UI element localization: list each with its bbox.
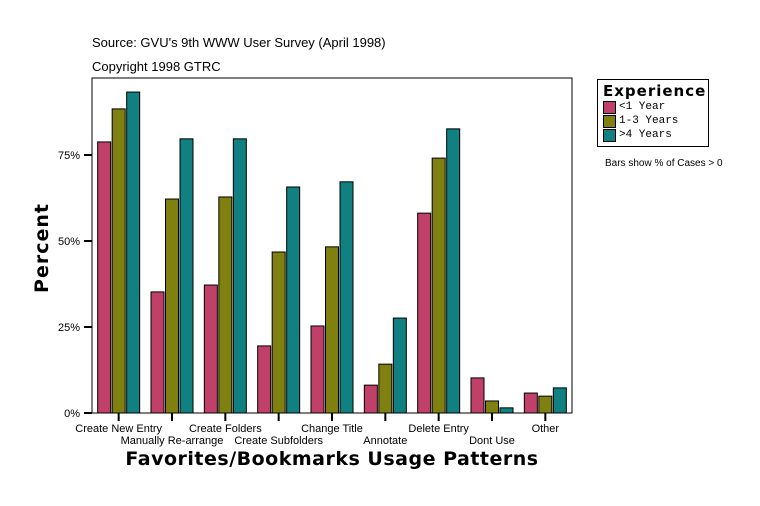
bar <box>339 181 354 414</box>
bar <box>470 377 485 414</box>
bar <box>392 317 407 414</box>
legend-swatch <box>603 100 616 114</box>
x-tick-label: Create Subfolders <box>234 435 323 447</box>
bar <box>203 284 218 414</box>
legend: Experience <1 Year 1-3 Years >4 Years <box>597 79 709 147</box>
bar <box>538 395 553 414</box>
legend-swatch <box>603 128 616 142</box>
y-tick-label: 50% <box>58 236 80 248</box>
x-tick-label: Other <box>532 423 560 435</box>
bar <box>446 128 461 414</box>
x-tick-label: Create Folders <box>189 423 262 435</box>
y-tick-label: 0% <box>64 408 80 420</box>
bar <box>97 141 112 414</box>
bar <box>257 345 272 414</box>
bar <box>363 384 378 414</box>
legend-label: <1 Year <box>619 101 666 113</box>
bar <box>485 400 499 414</box>
bar <box>378 363 393 414</box>
bar <box>431 157 446 414</box>
bar <box>310 325 325 414</box>
y-tick-label: 25% <box>58 322 80 334</box>
bar <box>126 91 141 414</box>
bar <box>286 186 301 414</box>
legend-item: <1 Year <box>603 100 708 114</box>
bar <box>271 251 286 414</box>
bar <box>232 138 247 414</box>
x-tick-label: Manually Re-arrange <box>121 435 224 447</box>
legend-item: >4 Years <box>603 128 708 142</box>
legend-title: Experience <box>603 82 707 100</box>
x-axis-title: Favorites/Bookmarks Usage Patterns <box>125 448 538 470</box>
legend-label: >4 Years <box>619 129 672 141</box>
x-tick-label: Dont Use <box>469 435 515 447</box>
bars-note: Bars show % of Cases > 0 <box>605 158 723 169</box>
bar <box>111 108 126 414</box>
source-text: Source: GVU's 9th WWW User Survey (April… <box>92 35 386 50</box>
legend-label: 1-3 Years <box>619 115 679 127</box>
x-tick-label: Create New Entry <box>75 423 162 435</box>
bar <box>150 291 165 414</box>
x-tick-label: Change Title <box>301 423 363 435</box>
y-tick-label: 75% <box>58 150 80 162</box>
bar <box>218 196 233 414</box>
bar <box>179 138 194 414</box>
legend-item: 1-3 Years <box>603 114 708 128</box>
x-tick-label: Delete Entry <box>408 423 469 435</box>
y-axis-title: Percent <box>31 203 53 293</box>
legend-swatch <box>603 114 616 128</box>
x-tick-label: Annotate <box>363 435 407 447</box>
bar <box>325 246 339 414</box>
copyright-text: Copyright 1998 GTRC <box>92 59 221 74</box>
bar <box>417 212 432 414</box>
bar <box>165 198 179 414</box>
bar <box>499 407 514 414</box>
bar <box>523 392 538 414</box>
bar <box>552 387 567 414</box>
